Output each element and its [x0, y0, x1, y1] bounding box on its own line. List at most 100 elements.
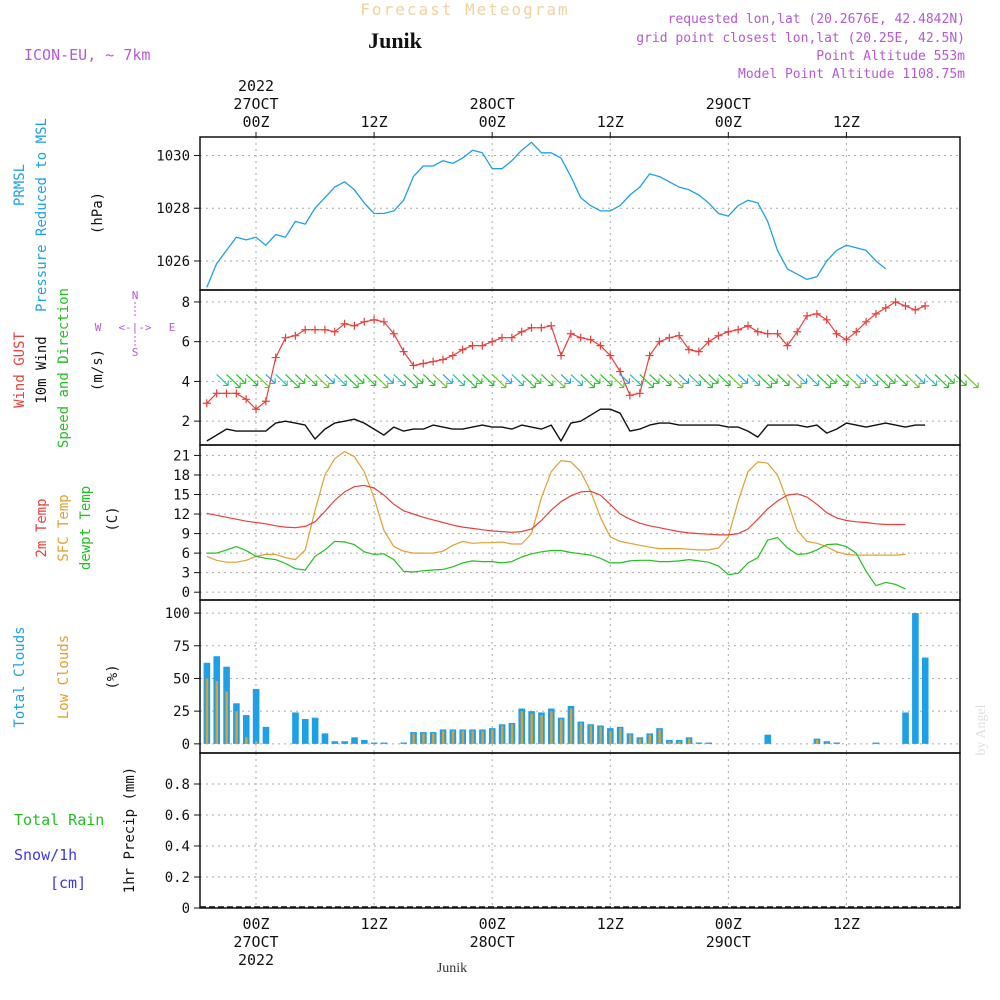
- gust-marker: [202, 399, 211, 408]
- wind-direction-arrow: [226, 374, 241, 389]
- gust-marker: [488, 337, 497, 346]
- wind-direction-arrow: [550, 374, 566, 389]
- pressure-label-prmsl: PRMSL: [12, 164, 28, 206]
- low-clouds-bar: [510, 724, 514, 744]
- total-clouds-bar: [331, 741, 339, 744]
- gust-marker: [301, 325, 310, 334]
- wind-direction-arrow: [895, 374, 908, 387]
- low-clouds-bar: [441, 730, 445, 744]
- gust-marker: [852, 327, 861, 336]
- wind-direction-arrow: [816, 374, 832, 389]
- compass-n: N: [132, 289, 139, 302]
- gust-marker: [419, 359, 428, 368]
- footer-location: Junik: [437, 961, 467, 976]
- wind-direction-arrow: [708, 374, 719, 384]
- total-clouds-bar: [764, 734, 772, 744]
- top-time-label: 27OCT: [233, 95, 278, 113]
- gust-marker: [901, 301, 910, 310]
- total-clouds-bar: [321, 733, 329, 744]
- wind-direction-arrow: [481, 374, 495, 387]
- top-time-label: 2022: [238, 77, 274, 95]
- wind-direction-arrow: [294, 374, 306, 384]
- pressure-unit: (hPa): [90, 192, 106, 234]
- gust-marker: [242, 395, 251, 404]
- wind-direction-arrow: [678, 374, 690, 384]
- total-clouds-bar: [705, 742, 713, 744]
- gust-marker: [803, 311, 812, 320]
- low-clouds-bar: [245, 737, 248, 744]
- low-clouds-bar: [412, 733, 415, 744]
- wind-direction-arrow: [885, 374, 896, 384]
- bottom-time-label: 12Z: [833, 915, 860, 933]
- label-layer: 1026102810302468036912151821025507510000…: [12, 77, 860, 969]
- total-clouds-bar: [833, 742, 840, 744]
- gust-marker: [222, 389, 231, 398]
- gust-marker: [586, 335, 595, 344]
- total-clouds-bar: [400, 742, 407, 744]
- wind-direction-arrow: [413, 374, 424, 384]
- gust-marker: [311, 325, 320, 334]
- bottom-time-label: 28OCT: [470, 933, 515, 951]
- bottom-time-label: 2022: [238, 951, 274, 969]
- wind-direction-arrow: [747, 374, 761, 387]
- gust-marker: [645, 351, 654, 360]
- low-clouds-bar: [648, 734, 651, 744]
- low-clouds-bar: [205, 678, 209, 744]
- gust-marker: [783, 341, 792, 350]
- low-clouds-bar: [451, 730, 455, 744]
- wind-direction-arrow: [914, 374, 926, 384]
- precip-y-tick-label: 0: [182, 901, 190, 917]
- snow-label: Snow/1h: [14, 846, 77, 864]
- bottom-time-label: 12Z: [597, 915, 624, 933]
- wind-direction-arrow: [324, 374, 335, 384]
- bottom-time-label: 12Z: [361, 915, 388, 933]
- wind-direction-arrow: [777, 374, 790, 387]
- gust-marker: [616, 367, 625, 376]
- low-clouds-bar: [569, 708, 573, 744]
- gust-marker: [458, 345, 467, 354]
- pressure-panel-frame: [199, 136, 961, 291]
- clouds-y-tick-label: 0: [182, 737, 190, 753]
- low-clouds-bar: [501, 725, 504, 744]
- point-altitude: Point Altitude 553m: [816, 49, 965, 64]
- gust-marker: [557, 351, 566, 360]
- wind-direction-arrow: [629, 374, 642, 387]
- gust-marker: [763, 329, 772, 338]
- low-clouds-bar: [825, 742, 829, 744]
- total-clouds-bar: [311, 717, 319, 744]
- gust-marker: [409, 361, 418, 370]
- temp-y-tick-label: 0: [182, 585, 190, 601]
- gust-marker: [665, 333, 674, 342]
- temp-y-tick-label: 6: [182, 546, 190, 562]
- credit: by Angel: [974, 704, 989, 755]
- wind-direction-arrow: [383, 374, 394, 384]
- pressure-y-tick-label: 1026: [156, 254, 190, 270]
- wind-direction-arrow: [540, 374, 554, 387]
- clouds-y-tick-label: 75: [173, 639, 190, 655]
- temp-y-tick-label: 12: [173, 507, 190, 523]
- gust-marker: [812, 309, 821, 318]
- wind-direction-arrow: [649, 374, 660, 384]
- low-clouds-bar: [461, 730, 465, 744]
- precip-y-tick-label: 0.6: [165, 808, 190, 824]
- wind-y-tick-label: 8: [182, 295, 190, 311]
- requested-coords: requested lon,lat (20.2676E, 42.4842N): [668, 12, 965, 27]
- gust-marker: [232, 389, 241, 398]
- gust-marker: [252, 405, 260, 414]
- bottom-time-label: 00Z: [715, 915, 742, 933]
- gust-marker: [606, 351, 615, 360]
- supertitle: Forecast Meteogram: [360, 0, 569, 19]
- wind-direction-arrow: [727, 374, 743, 389]
- gust-marker: [734, 325, 743, 334]
- wind-direction-arrow: [275, 374, 288, 387]
- wind-direction-arrow: [924, 374, 938, 387]
- gust-marker: [822, 315, 831, 324]
- wind-gust-label: Wind GUST: [12, 332, 28, 408]
- gust-marker: [596, 341, 605, 350]
- gust-marker: [704, 337, 713, 346]
- clouds-y-tick-label: 100: [165, 606, 190, 622]
- total-clouds-bar: [902, 712, 909, 744]
- gust-marker: [271, 353, 280, 362]
- wind-direction-arrow: [442, 374, 453, 384]
- low-clouds-bar: [491, 729, 494, 744]
